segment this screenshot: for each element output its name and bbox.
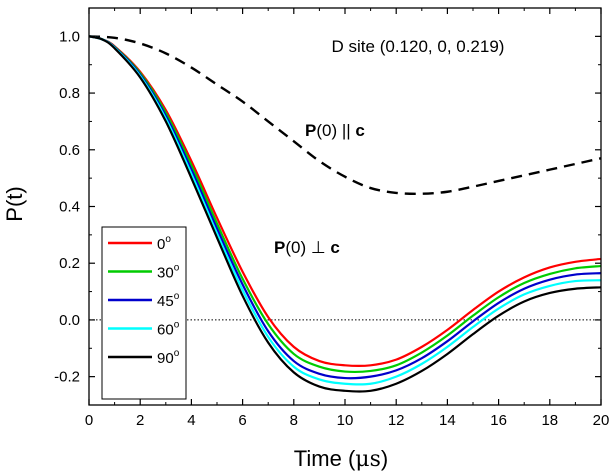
x-tick-label: 12 — [388, 412, 405, 429]
y-tick-label: -0.2 — [54, 369, 80, 386]
x-tick-label: 6 — [238, 412, 246, 429]
x-tick-label: 16 — [490, 412, 507, 429]
y-tick-label: 0.8 — [59, 85, 80, 102]
series-line-30-deg — [88, 35, 602, 374]
perp-annotation-c: c — [330, 238, 339, 257]
y-axis-title: P(t) — [2, 186, 27, 221]
legend-box — [101, 226, 187, 400]
y-tick-label: 0.2 — [59, 255, 80, 272]
legend: 0o 30o 45o 60o 90o — [101, 226, 187, 400]
parallel-annotation-c: c — [355, 121, 364, 140]
y-tick-label: 0.0 — [59, 312, 80, 329]
legend-label: 30o — [157, 263, 180, 282]
parallel-annotation: P(0) || c — [305, 121, 365, 140]
plot-area — [88, 35, 602, 393]
parallel-annotation-bold: P — [305, 121, 316, 140]
x-tick-label: 4 — [187, 412, 195, 429]
x-tick-label: 8 — [290, 412, 298, 429]
series-line-0-deg — [88, 35, 602, 368]
axes: 0 2 4 6 8 10 12 14 16 18 20 -0.2 0.0 0.2 0.4 0.6 0.8 1.0 — [54, 7, 610, 429]
perp-annotation: P(0) ⊥ c — [274, 238, 340, 257]
x-tick-label: 2 — [136, 412, 144, 429]
x-tick-label: 20 — [593, 412, 610, 429]
series-line-parallel — [88, 35, 602, 196]
y-tick-label: 1.0 — [59, 28, 80, 45]
x-tick-label: 0 — [85, 412, 93, 429]
legend-label: 60o — [157, 320, 180, 339]
legend-label: 90o — [157, 348, 180, 367]
x-tick-label: 10 — [337, 412, 354, 429]
legend-label: 0o — [157, 234, 171, 253]
y-tick-label: 0.6 — [59, 142, 80, 159]
y-tick-label: 0.4 — [59, 199, 80, 216]
x-tick-label: 14 — [439, 412, 456, 429]
parallel-annotation-rest: (0) || — [316, 121, 355, 140]
x-axis-title-unit: μs — [355, 447, 381, 472]
site-annotation: D site (0.120, 0, 0.219) — [332, 37, 505, 56]
x-axis-title-main: Time ( — [294, 446, 356, 471]
perp-annotation-bold: P — [274, 238, 285, 257]
x-tick-label: 18 — [541, 412, 558, 429]
legend-label: 45o — [157, 291, 180, 310]
x-axis-title-close: ) — [381, 446, 388, 471]
x-axis-title: Time (μs) — [294, 446, 388, 472]
perp-annotation-rest: (0) ⊥ — [285, 238, 330, 257]
series-line-90-deg — [88, 35, 602, 393]
